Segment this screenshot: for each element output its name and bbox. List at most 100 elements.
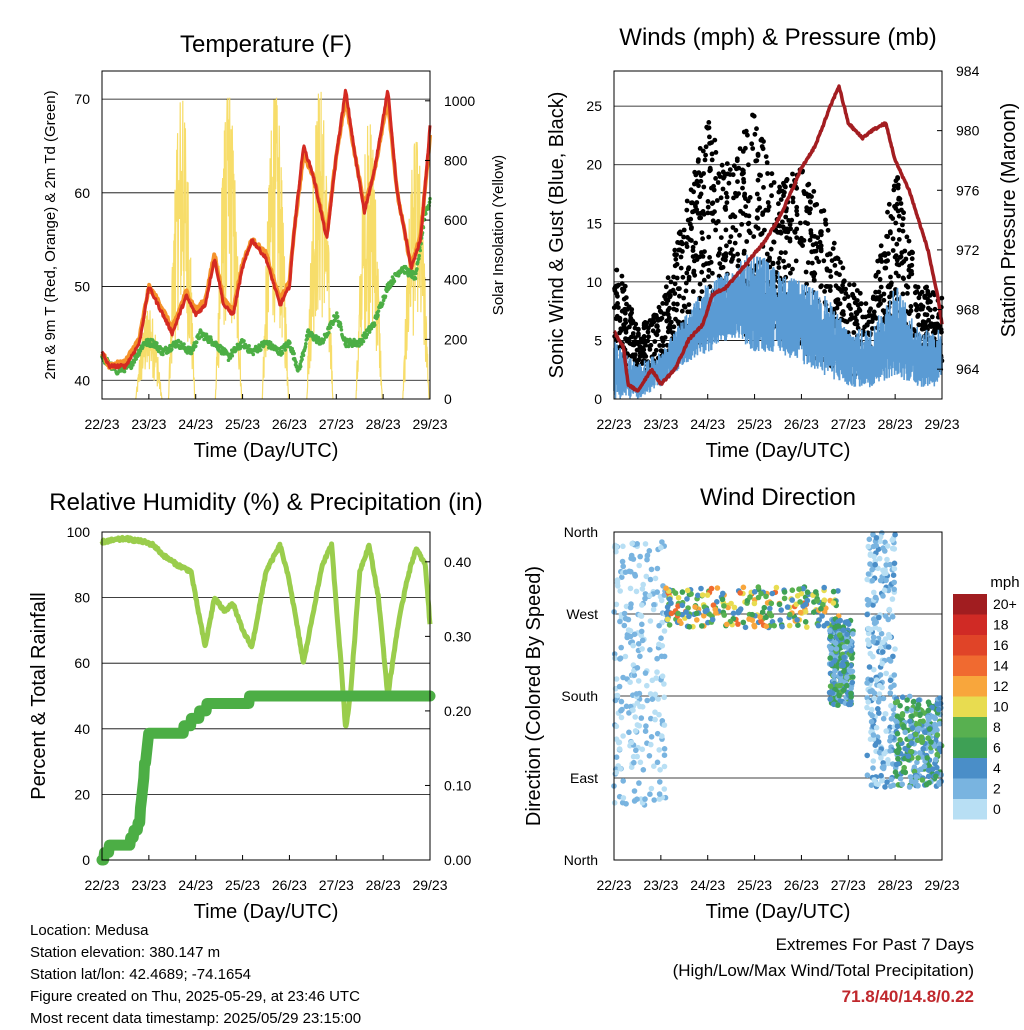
gust-point [701,277,707,283]
gust-point [854,288,860,293]
gust-point [672,247,678,253]
direction-point [832,657,838,664]
gust-point [700,236,705,242]
direction-point [844,620,850,626]
gust-point [693,253,699,258]
gust-point [727,239,733,245]
rh-line [99,534,433,729]
direction-point [891,546,898,552]
direction-point [876,710,882,716]
gust-point [719,162,725,168]
gust-point [683,280,689,286]
gust-point [863,301,869,306]
gust-point [732,214,738,220]
gust-point [706,120,712,125]
gust-point [699,289,705,294]
direction-point [849,655,855,661]
direction-point [654,669,660,675]
direction-point [922,729,928,735]
direction-point [818,605,824,612]
direction-point [653,675,659,681]
direction-point [869,566,875,573]
gust-point [883,265,889,271]
direction-point [642,541,649,547]
direction-point [675,595,682,601]
direction-point [778,607,784,613]
gust-point [932,330,938,336]
gust-point [763,154,769,160]
direction-point [870,758,877,764]
direction-point [868,782,875,788]
gust-point [919,306,925,312]
direction-point [889,537,896,543]
gust-point [633,321,639,327]
gust-point [714,198,720,203]
direction-xtick-label: 28/23 [878,877,913,893]
direction-point [636,562,642,569]
humidity-y2tick-label: 0.30 [444,628,471,644]
gust-point [654,323,659,329]
gust-point [625,307,630,312]
gust-point [810,242,816,248]
direction-point [934,751,940,758]
gust-point [718,235,724,241]
gust-point [731,253,736,259]
colorbar-swatch [953,676,987,697]
gust-point [632,357,638,363]
gust-point [896,237,902,242]
direction-point [870,765,876,771]
direction-ytick-label: South [561,688,598,704]
gust-point [679,308,685,314]
gust-point [840,283,845,288]
gust-point [870,316,876,322]
dewpoint-point [303,344,308,349]
direction-point [891,560,898,567]
gust-point [724,200,730,206]
direction-point [800,585,806,592]
direction-point [915,783,921,789]
gust-point [897,196,903,202]
direction-point [837,698,844,704]
direction-point [627,679,633,685]
gust-point [709,201,715,207]
direction-point [648,785,655,792]
direction-point [824,620,830,627]
direction-point [613,676,620,682]
gust-point [782,264,788,270]
direction-point [908,707,915,714]
dewpoint-point [230,353,235,358]
direction-point [910,725,916,731]
temperature-y2tick-label: 1000 [444,93,475,109]
gust-point [873,289,878,295]
direction-point [811,609,817,615]
direction-point [901,764,907,771]
temperature-xtick-label: 26/23 [272,416,307,432]
direction-point [751,600,758,607]
direction-point [926,780,932,786]
gust-point [652,339,658,344]
gust-point [665,275,671,281]
direction-point [659,733,665,739]
gust-point [614,291,619,296]
humidity-ytick-label: 60 [74,655,90,671]
direction-point [848,647,854,654]
direction-point [871,620,878,626]
gust-point [893,206,899,211]
dewpoint-point [376,313,380,317]
gust-point [923,323,929,329]
gust-point [780,219,785,225]
gust-point [629,307,635,312]
gust-point [893,253,899,258]
direction-point [686,613,692,620]
direction-xtick-label: 24/23 [690,877,725,893]
direction-point [813,589,819,595]
gust-point [710,270,715,276]
gust-point [723,190,729,196]
gust-point [858,301,864,306]
colorbar-label: 18 [993,617,1009,633]
direction-point [890,572,897,578]
humidity-xtick-label: 29/23 [412,877,447,893]
solar-insolation-line [402,141,430,400]
direction-point [639,646,645,652]
direction-point [907,718,913,725]
